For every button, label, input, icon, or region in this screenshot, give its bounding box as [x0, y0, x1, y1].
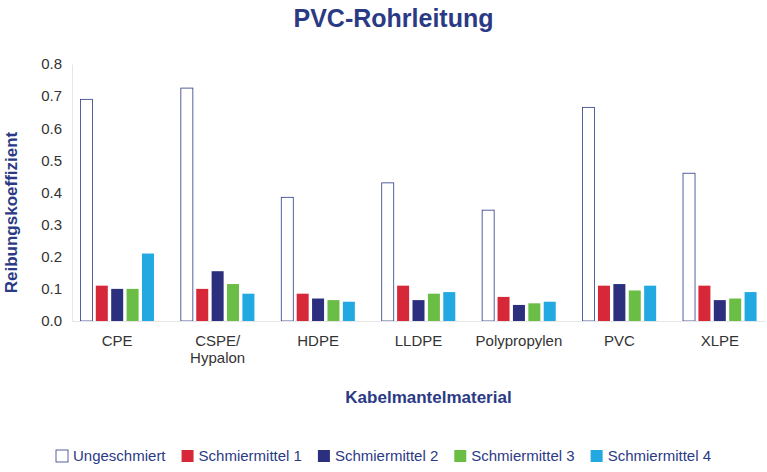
y-tick: 0.4 [41, 184, 72, 201]
bar [714, 300, 726, 321]
y-tick-label: 0.4 [41, 184, 62, 201]
bar [382, 183, 394, 321]
x-tick-label: CPE [102, 332, 133, 349]
x-tick-label: HDPE [297, 332, 339, 349]
legend-item: Schmiermittel 1 [182, 447, 302, 464]
y-tick: 0.5 [41, 152, 72, 169]
bar [644, 286, 656, 321]
bar [181, 88, 193, 321]
bar [513, 305, 525, 321]
legend: Ungeschmiert Schmiermittel 1 Schmiermittel… [56, 447, 711, 464]
y-tick-label: 0.8 [41, 55, 62, 72]
bar [482, 210, 494, 321]
bar [629, 290, 641, 321]
legend-item: Ungeschmiert [56, 447, 166, 464]
bar [528, 303, 540, 321]
bar [729, 299, 741, 321]
bar-series [111, 271, 726, 321]
bar [281, 197, 293, 321]
legend-label: Schmiermittel 4 [608, 447, 711, 464]
y-tick: 0.2 [41, 248, 72, 265]
y-tick-label: 0.5 [41, 152, 62, 169]
bar [142, 254, 154, 321]
bar [111, 289, 123, 321]
legend-swatch [318, 450, 330, 462]
x-axis-line [73, 321, 766, 322]
legend-label: Schmiermittel 3 [471, 447, 574, 464]
legend-swatch [56, 450, 68, 462]
y-tick: 0.0 [41, 312, 72, 329]
x-tick-label: CSPE/Hypalon [190, 332, 245, 366]
bar [498, 297, 510, 321]
x-tick: LLDPE [395, 321, 443, 349]
x-tick-label: PVC [604, 332, 635, 349]
bar [443, 292, 455, 321]
legend-label: Schmiermittel 1 [199, 447, 302, 464]
x-axis: CPE CSPE/Hypalon HDPE LLDPE Polypropylen PVC X… [73, 321, 766, 366]
y-axis: 0.0 0.1 0.2 0.3 0.4 0.5 0.6 0.7 0.8 [41, 55, 72, 329]
bar [698, 286, 710, 321]
bar-series [142, 254, 757, 321]
y-tick: 0.8 [41, 55, 72, 72]
y-tick-label: 0.1 [41, 280, 62, 297]
bar [343, 302, 355, 321]
y-tick-label: 0.0 [41, 312, 62, 329]
x-tick: Polypropylen [476, 321, 563, 349]
y-tick-label: 0.3 [41, 216, 62, 233]
bar-series [127, 284, 742, 321]
bar [583, 107, 595, 321]
chart: PVC-Rohrleitung0.00.10.20.30.40.50.60.70… [0, 0, 767, 472]
bar [312, 299, 324, 321]
bar [297, 294, 309, 321]
x-tick: HDPE [297, 321, 339, 349]
legend-swatch [182, 450, 194, 462]
y-tick: 0.1 [41, 280, 72, 297]
bar [412, 300, 424, 321]
x-tick: PVC [604, 321, 635, 349]
bar [196, 289, 208, 321]
y-tick-label: 0.2 [41, 248, 62, 265]
y-tick: 0.7 [41, 87, 72, 104]
bar [96, 286, 108, 321]
y-axis-line [72, 65, 73, 322]
bar [598, 286, 610, 321]
x-tick-label: LLDPE [395, 332, 443, 349]
y-tick: 0.6 [41, 120, 72, 137]
bar [683, 173, 695, 321]
bar [544, 302, 556, 321]
bar [227, 284, 239, 321]
y-tick-label: 0.7 [41, 87, 62, 104]
x-tick: CPE [102, 321, 133, 349]
bar [428, 294, 440, 321]
legend-label: Ungeschmiert [73, 447, 166, 464]
x-tick-label: XLPE [701, 332, 739, 349]
x-tick-label: Polypropylen [476, 332, 563, 349]
bar [212, 271, 224, 321]
bars [80, 88, 756, 321]
title: PVC-Rohrleitung [294, 4, 494, 32]
bar [613, 284, 625, 321]
legend-item: Schmiermittel 2 [318, 447, 438, 464]
bar [745, 292, 757, 321]
legend-swatch [454, 450, 466, 462]
legend-item: Schmiermittel 3 [454, 447, 574, 464]
x-tick: XLPE [701, 321, 739, 349]
bar [397, 286, 409, 321]
legend-swatch [591, 450, 603, 462]
y-tick-label: 0.6 [41, 120, 62, 137]
y-axis-title: Reibungskoeffizient [2, 131, 21, 293]
y-tick: 0.3 [41, 216, 72, 233]
bar [327, 300, 339, 321]
bar [242, 294, 254, 321]
bar [127, 289, 139, 321]
bar [80, 99, 92, 321]
bar-series [80, 88, 695, 321]
x-axis-title: Kabelmantelmaterial [345, 388, 511, 407]
legend-label: Schmiermittel 2 [335, 447, 438, 464]
x-tick: CSPE/Hypalon [190, 321, 245, 366]
legend-item: Schmiermittel 4 [591, 447, 711, 464]
